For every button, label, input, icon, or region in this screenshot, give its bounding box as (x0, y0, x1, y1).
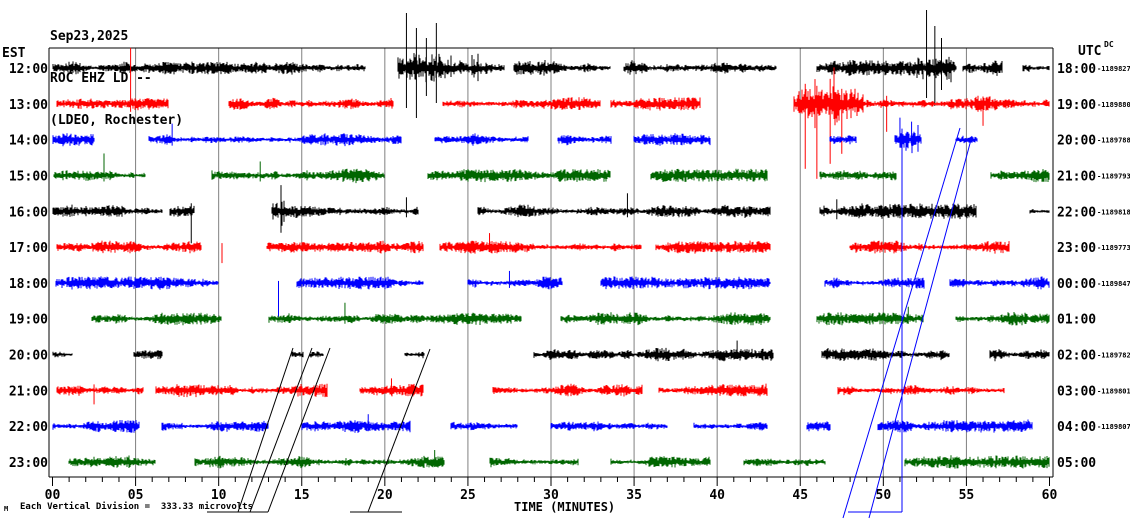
title-date: Sep23,2025 (50, 29, 129, 44)
row-label-est: 13:00 (9, 98, 48, 113)
row-dc-value: -1189847 (1097, 280, 1130, 288)
artifact-line (267, 347, 331, 513)
row-label-est: 12:00 (9, 62, 48, 77)
title-station: ROC EHZ LD -- (50, 71, 152, 86)
artifact-line (842, 127, 961, 519)
plot-title-block: Sep23,2025 ROC EHZ LD -- (LDEO, Rocheste… (50, 2, 183, 156)
row-label-utc: 05:00 (1057, 456, 1096, 471)
row-label-est: 19:00 (9, 313, 48, 328)
x-tick-label: 10 (211, 488, 227, 503)
x-axis-label: TIME (MINUTES) (514, 500, 616, 514)
row-label-est: 23:00 (9, 456, 48, 471)
row-label-utc: 03:00 (1057, 384, 1096, 399)
row-label-utc: 22:00 (1057, 205, 1096, 220)
trace-row (56, 67, 1050, 129)
row-dc-value: -1189793 (1097, 172, 1130, 180)
x-tick-label: 00 (45, 488, 61, 503)
row-label-utc: 01:00 (1057, 313, 1096, 328)
x-tick-label: 15 (294, 488, 310, 503)
x-tick-label: 25 (460, 488, 476, 503)
x-tick-label: 50 (876, 488, 892, 503)
trace-row (52, 53, 1050, 83)
watermark-glyph: M (4, 505, 9, 513)
trace-row (56, 240, 1010, 254)
x-tick-label: 60 (1042, 488, 1058, 503)
row-label-utc: 21:00 (1057, 169, 1096, 184)
artifact-line (868, 135, 973, 519)
row-dc-value: -1189827 (1097, 65, 1130, 73)
row-label-utc: 23:00 (1057, 241, 1096, 256)
row-dc-value: -1189788 (1097, 137, 1130, 145)
row-dc-value: -1189818 (1097, 208, 1130, 216)
right-axis-header: UTC (1078, 44, 1102, 59)
row-label-est: 18:00 (9, 277, 48, 292)
x-tick-label: 40 (709, 488, 725, 503)
trace-row (68, 455, 1050, 469)
trace-row (53, 168, 1050, 184)
row-label-utc: 20:00 (1057, 134, 1096, 149)
row-label-est: 16:00 (9, 205, 48, 220)
row-label-utc: 04:00 (1057, 420, 1096, 435)
x-tick-label: 35 (626, 488, 642, 503)
row-label-est: 15:00 (9, 169, 48, 184)
trace-row (52, 347, 1050, 362)
scale-note: Each Vertical Division = 333.33 microvol… (20, 502, 253, 512)
trace-row (52, 185, 1050, 233)
x-tick-label: 20 (377, 488, 393, 503)
x-tick-label: 45 (792, 488, 808, 503)
row-label-est: 14:00 (9, 134, 48, 149)
row-label-utc: 18:00 (1057, 62, 1096, 77)
row-label-utc: 02:00 (1057, 349, 1096, 364)
row-label-est: 17:00 (9, 241, 48, 256)
row-label-utc: 00:00 (1057, 277, 1096, 292)
artifact-line (367, 348, 431, 513)
row-dc-value: -1189801 (1097, 387, 1130, 395)
trace-row (52, 125, 978, 154)
trace-row (55, 276, 1050, 290)
row-label-utc: 19:00 (1057, 98, 1096, 113)
x-tick-label: 05 (128, 488, 144, 503)
row-label-est: 21:00 (9, 384, 48, 399)
dc-column-header: DC (1104, 40, 1114, 49)
artifact-line (249, 347, 313, 513)
row-label-est: 22:00 (9, 420, 48, 435)
row-dc-value: -1189880 (1097, 101, 1130, 109)
row-dc-value: -1189807 (1097, 423, 1130, 431)
trace-row (52, 419, 1033, 433)
row-label-est: 20:00 (9, 349, 48, 364)
title-location: (LDEO, Rochester) (50, 113, 184, 128)
trace-row (91, 312, 1050, 326)
row-dc-value: -1189782 (1097, 352, 1130, 360)
left-axis-header: EST (2, 46, 26, 61)
trace-row (56, 383, 1005, 398)
x-tick-label: 55 (959, 488, 975, 503)
row-dc-value: -1189773 (1097, 244, 1130, 252)
artifact-line (237, 347, 294, 513)
